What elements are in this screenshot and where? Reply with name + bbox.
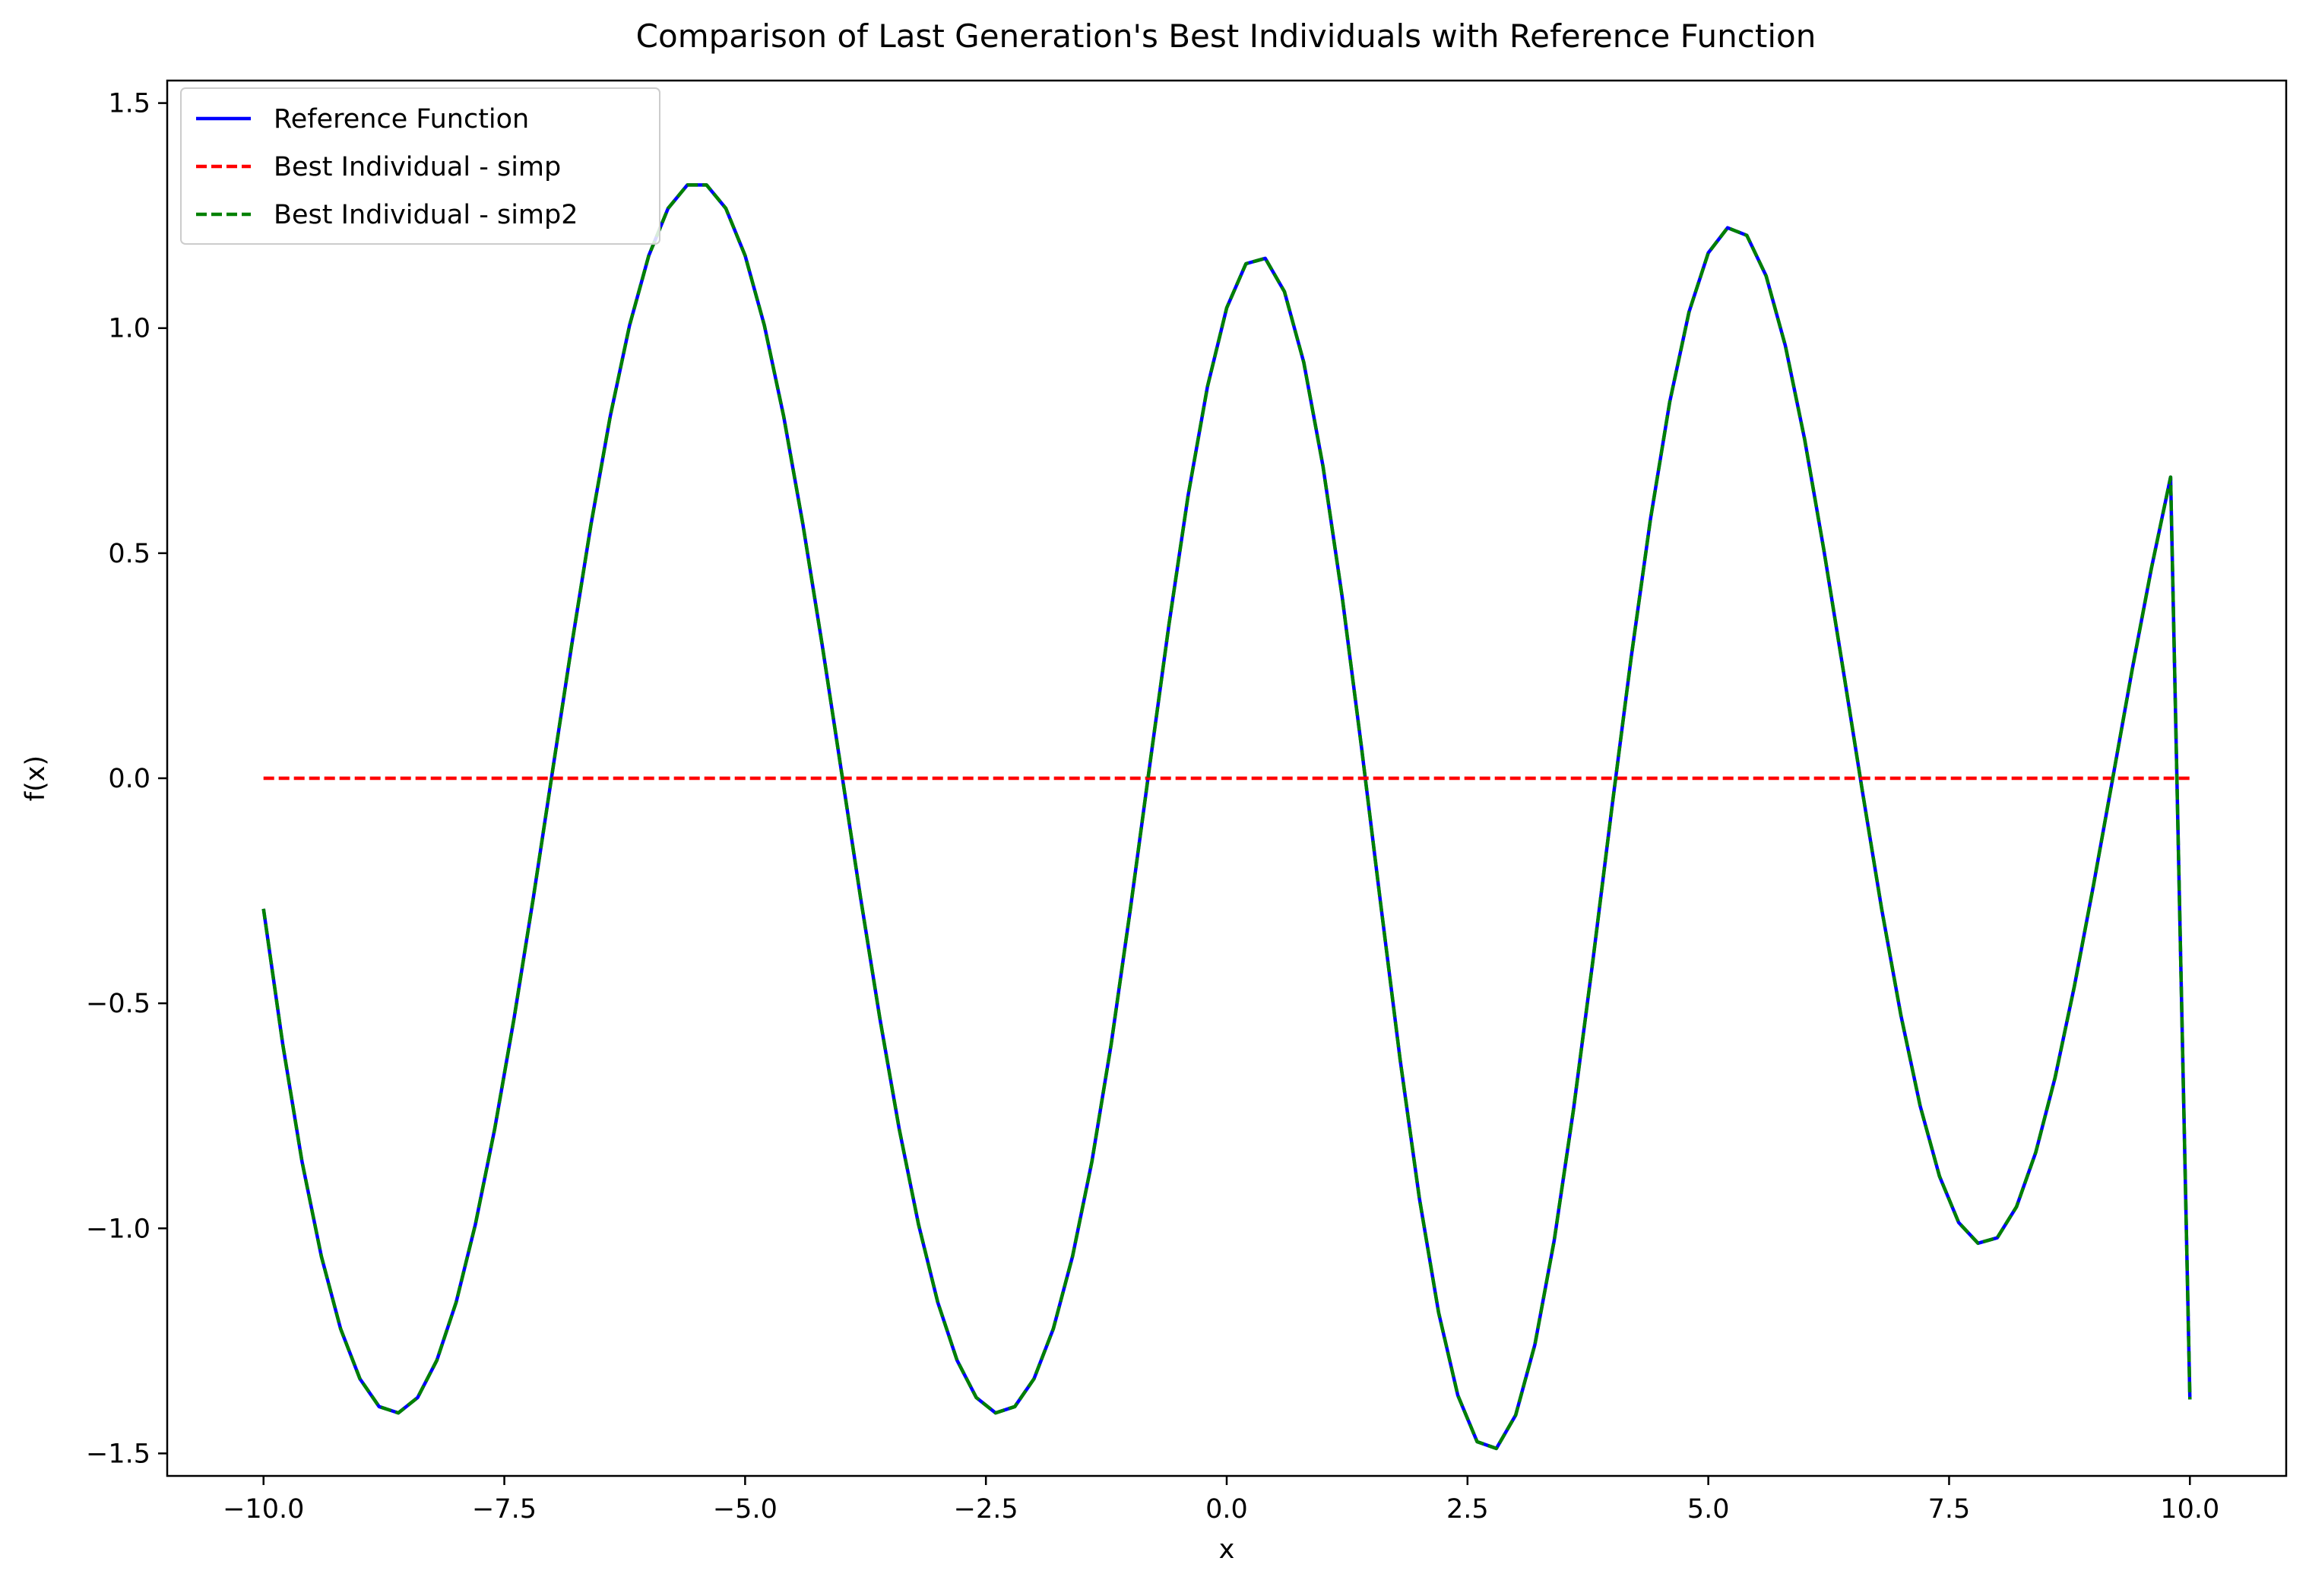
x-tick-label: −10.0 xyxy=(223,1494,304,1525)
y-tick-label: 0.5 xyxy=(108,539,150,569)
y-tick-label: −1.0 xyxy=(86,1214,150,1244)
x-tick-label: 7.5 xyxy=(1928,1494,1971,1525)
x-tick-label: 0.0 xyxy=(1205,1494,1248,1525)
legend-label: Best Individual - simp2 xyxy=(274,200,578,230)
legend-label: Best Individual - simp xyxy=(274,152,561,182)
y-tick-label: 1.0 xyxy=(108,314,150,344)
y-axis-label: f(x) xyxy=(21,755,51,801)
x-axis-label: x xyxy=(1219,1534,1235,1565)
legend-box xyxy=(180,87,660,245)
x-tick-label: 5.0 xyxy=(1687,1494,1730,1525)
x-tick-label: −5.0 xyxy=(713,1494,778,1525)
series-layer xyxy=(261,183,2192,1451)
legend: Reference Function Best Individual - simp… xyxy=(180,87,660,245)
series-line-3 xyxy=(261,183,2192,1451)
y-tick-label: 0.0 xyxy=(108,764,150,794)
y-tick-label: −1.5 xyxy=(86,1439,150,1469)
legend-label: Reference Function xyxy=(274,104,529,135)
y-tick-label: 1.5 xyxy=(108,89,150,119)
x-tick-label: −7.5 xyxy=(472,1494,537,1525)
x-tick-label: 10.0 xyxy=(2160,1494,2219,1525)
y-tick-label: −0.5 xyxy=(86,989,150,1019)
x-axis: −10.0 −7.5 −5.0 −2.5 0.0 2.5 5.0 7.5 10.0 xyxy=(223,1476,2219,1525)
chart-title: Comparison of Last Generation's Best Ind… xyxy=(636,17,1816,55)
x-tick-label: −2.5 xyxy=(954,1494,1018,1525)
x-tick-label: 2.5 xyxy=(1446,1494,1489,1525)
y-axis: −1.5 −1.0 −0.5 0.0 0.5 1.0 1.5 xyxy=(86,89,167,1469)
